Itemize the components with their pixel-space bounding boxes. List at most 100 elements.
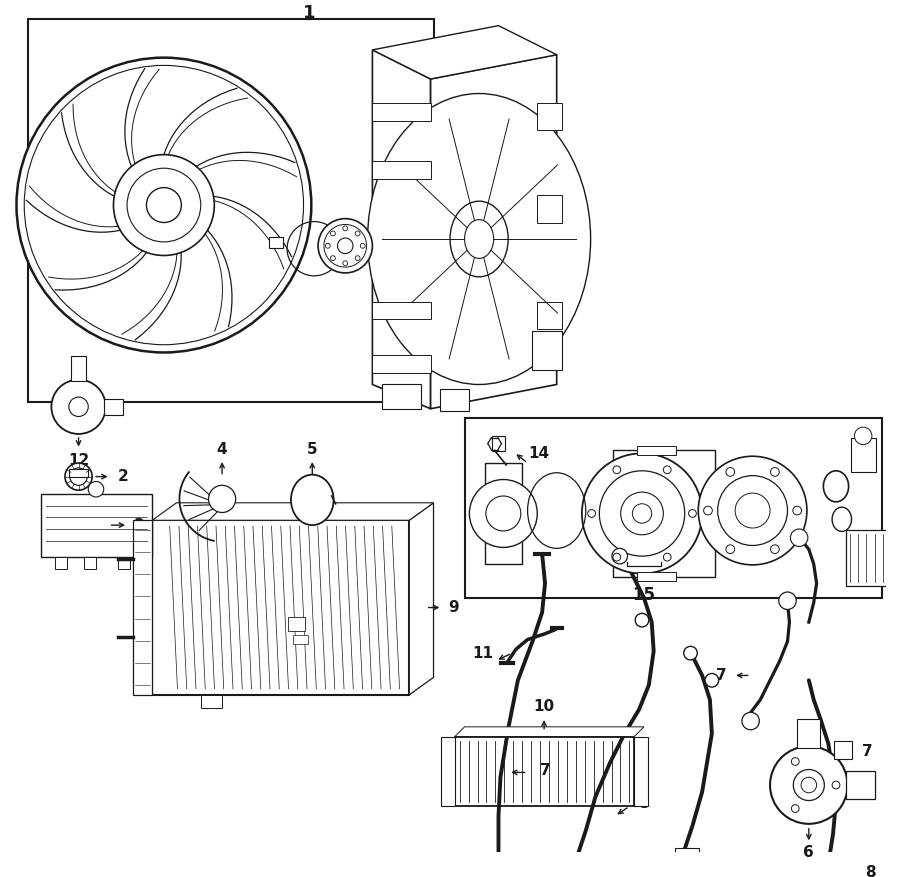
Text: 8: 8 — [866, 865, 877, 877]
Circle shape — [770, 545, 779, 553]
Bar — [118, 557, 130, 569]
Circle shape — [360, 243, 365, 248]
Circle shape — [793, 506, 802, 515]
Circle shape — [854, 427, 872, 445]
Polygon shape — [454, 727, 644, 737]
Ellipse shape — [832, 507, 851, 531]
Circle shape — [635, 613, 649, 627]
Bar — [485, 463, 522, 564]
Bar — [566, 853, 593, 867]
Ellipse shape — [450, 201, 508, 277]
Bar — [816, 858, 844, 872]
Bar — [846, 772, 875, 799]
Circle shape — [588, 510, 596, 517]
Circle shape — [486, 496, 521, 531]
Circle shape — [793, 769, 824, 801]
Bar — [637, 446, 676, 455]
Bar — [440, 389, 470, 410]
Bar — [637, 572, 676, 581]
Text: 6: 6 — [804, 845, 814, 860]
Circle shape — [663, 553, 671, 561]
Bar — [850, 438, 876, 472]
Circle shape — [147, 188, 182, 223]
Circle shape — [51, 380, 105, 434]
Bar — [464, 418, 882, 598]
Text: 13: 13 — [622, 481, 643, 496]
Bar — [675, 848, 699, 861]
Circle shape — [613, 553, 621, 561]
Text: 7: 7 — [716, 668, 727, 683]
Circle shape — [338, 238, 353, 253]
Circle shape — [88, 481, 104, 497]
Text: 4: 4 — [217, 442, 228, 457]
Circle shape — [343, 260, 347, 266]
Circle shape — [330, 231, 336, 236]
Circle shape — [70, 468, 87, 485]
Circle shape — [470, 480, 537, 547]
Bar — [797, 719, 821, 748]
Circle shape — [343, 226, 347, 231]
Bar — [537, 302, 562, 329]
Text: 7: 7 — [861, 744, 872, 759]
Polygon shape — [373, 50, 430, 409]
Bar — [201, 695, 222, 709]
Circle shape — [356, 231, 360, 236]
Circle shape — [791, 758, 799, 766]
Bar — [85, 557, 96, 569]
Bar — [104, 399, 123, 415]
Circle shape — [735, 493, 770, 528]
Circle shape — [705, 674, 718, 687]
Ellipse shape — [824, 471, 849, 502]
Text: 12: 12 — [68, 453, 89, 467]
Circle shape — [613, 466, 621, 474]
Bar — [613, 451, 715, 576]
Circle shape — [318, 218, 373, 273]
Bar — [537, 196, 562, 223]
Circle shape — [113, 154, 214, 255]
Bar — [537, 103, 562, 131]
Circle shape — [790, 529, 808, 546]
Bar — [268, 237, 284, 247]
Polygon shape — [410, 503, 434, 695]
Circle shape — [684, 646, 698, 660]
Bar — [834, 741, 851, 759]
Text: 1: 1 — [303, 4, 316, 22]
Bar — [454, 737, 634, 806]
Bar — [373, 103, 430, 121]
Text: 7: 7 — [540, 763, 551, 778]
Circle shape — [726, 467, 734, 476]
Bar — [133, 520, 152, 695]
Circle shape — [726, 545, 734, 553]
Bar — [634, 737, 648, 806]
Bar — [55, 557, 67, 569]
Bar — [373, 302, 430, 319]
Circle shape — [770, 746, 848, 824]
Circle shape — [127, 168, 201, 242]
Circle shape — [24, 66, 303, 345]
Circle shape — [698, 456, 807, 565]
Circle shape — [65, 463, 92, 490]
Circle shape — [16, 58, 311, 353]
Bar — [152, 520, 410, 695]
Bar — [292, 635, 309, 645]
Circle shape — [778, 592, 796, 610]
Circle shape — [612, 548, 627, 564]
Polygon shape — [430, 54, 557, 409]
Polygon shape — [152, 503, 434, 520]
Circle shape — [791, 805, 799, 812]
Circle shape — [704, 506, 712, 515]
Text: 3: 3 — [134, 517, 145, 532]
Circle shape — [209, 485, 236, 512]
Bar — [40, 494, 152, 557]
Circle shape — [599, 471, 685, 556]
Text: 5: 5 — [307, 442, 318, 457]
Bar — [382, 384, 421, 409]
Bar — [373, 161, 430, 179]
Bar — [533, 332, 562, 370]
Circle shape — [69, 397, 88, 417]
Circle shape — [688, 510, 697, 517]
Circle shape — [633, 503, 652, 524]
Text: 15: 15 — [633, 586, 655, 604]
Bar — [28, 18, 434, 402]
Bar — [373, 355, 430, 373]
